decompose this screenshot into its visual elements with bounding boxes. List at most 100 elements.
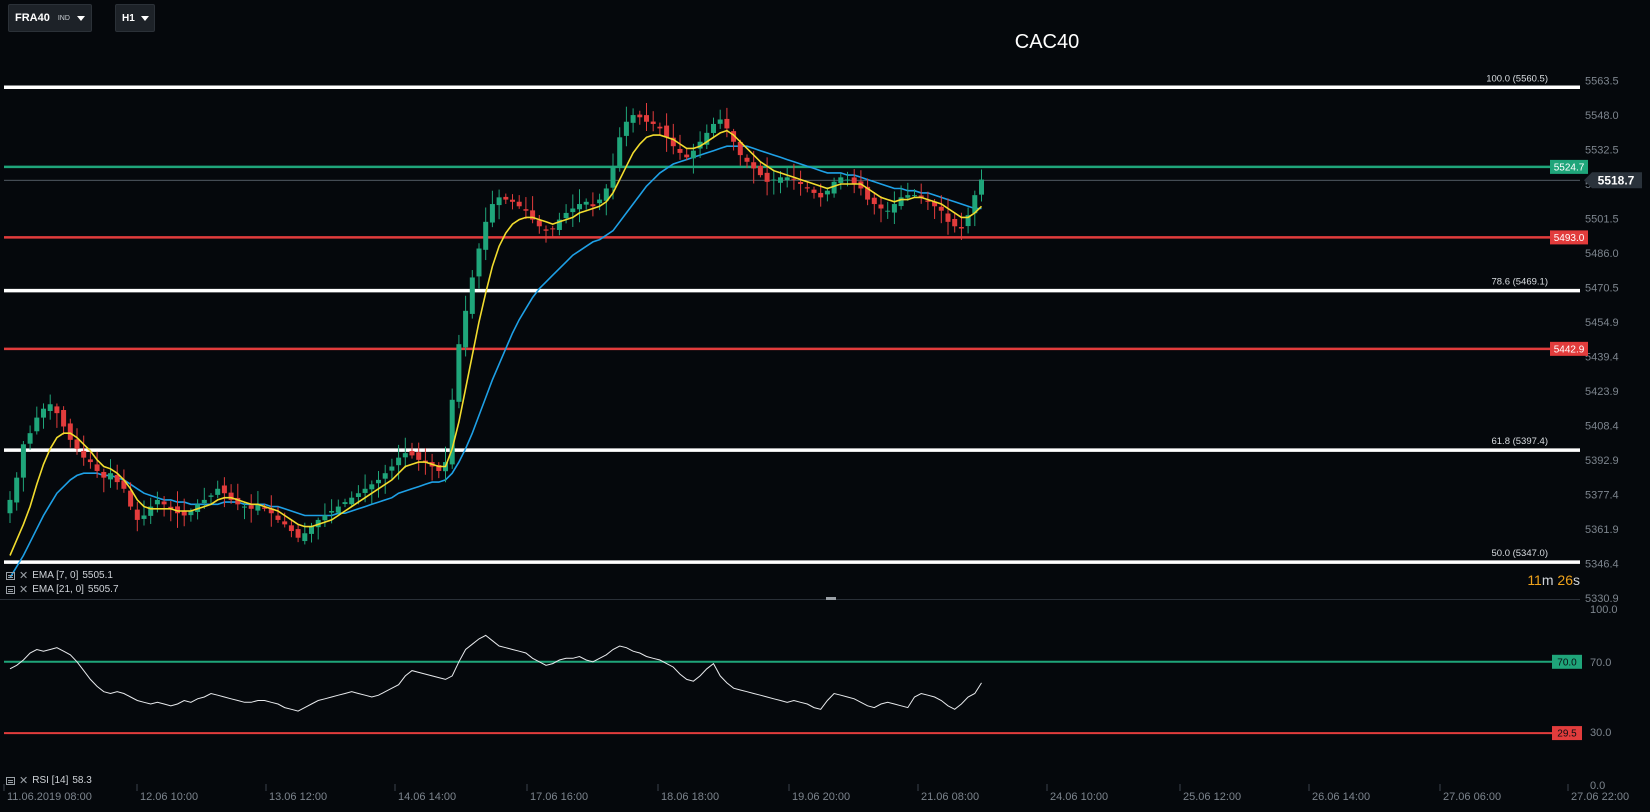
candle-body [335, 506, 341, 513]
time-tick-label: 13.06 12:00 [269, 791, 327, 803]
candle-body [496, 197, 502, 206]
price-axis[interactable]: 5563.55548.05532.55517.05501.55486.05470… [1585, 76, 1619, 605]
time-axis[interactable]: 11.06.2019 08:00 12.06 10:00 13.06 12:00 14… [3, 784, 1629, 803]
candle-body [804, 187, 810, 189]
candle-body [362, 488, 368, 493]
candle-body [101, 471, 107, 478]
legend-ema-7-name: EMA [7, 0] [32, 570, 79, 581]
candle-body [891, 204, 897, 213]
candle-body [597, 199, 603, 204]
chevron-down-icon [140, 15, 149, 21]
candle-body [764, 172, 770, 182]
candle-body [436, 465, 442, 471]
legend-ema-7[interactable]: ✕ EMA [7, 0] 5505.1 [6, 570, 113, 581]
candle-body [402, 453, 408, 458]
rsi-level-tag [1552, 654, 1582, 669]
candle-body [657, 126, 663, 129]
rsi-pane: 70.0 29.5 100.0 70.0 30.0 0.0 [4, 604, 1618, 792]
candle-body [824, 190, 830, 195]
candle-body [637, 114, 643, 118]
candle-body [550, 228, 556, 230]
price-tick-label: 5501.5 [1585, 214, 1619, 226]
settings-icon[interactable] [6, 571, 15, 580]
price-tick-label: 5454.9 [1585, 317, 1619, 329]
candle-body [154, 499, 160, 505]
candle-body [235, 497, 241, 505]
close-icon[interactable]: ✕ [19, 569, 29, 582]
candle-body [818, 192, 824, 198]
ema-7-line [9, 129, 983, 556]
candle-body [41, 408, 46, 418]
legend-ema-7-value: 5505.1 [82, 570, 113, 581]
candle-body [141, 515, 147, 519]
candle-body [355, 493, 361, 498]
candle-body [838, 177, 844, 183]
price-level-tag [1550, 230, 1588, 245]
price-level-tag [1550, 159, 1588, 174]
candle-body [811, 189, 817, 193]
candle-body [711, 123, 716, 133]
price-level-tag-label: 5442.9 [1554, 344, 1585, 355]
legend-rsi-value: 58.3 [72, 775, 92, 786]
pane-resize-handle[interactable] [826, 597, 836, 600]
candle-body [288, 525, 294, 532]
time-tick-label: 17.06 16:00 [530, 791, 588, 803]
candle-body [248, 505, 254, 509]
level-tags: 100.0 (5560.5) 5524.7 5493.0 78.6 (5469.1) 5… [1486, 73, 1642, 559]
ema-7-series [9, 129, 983, 556]
legend-ema-21[interactable]: ✕ EMA [21, 0] 5505.7 [6, 584, 119, 595]
candle-body [556, 219, 562, 230]
price-level-tag-label: 5493.0 [1554, 233, 1585, 244]
settings-icon[interactable] [6, 585, 15, 594]
candle-body [503, 196, 509, 200]
candle-body [349, 497, 355, 505]
candle-body [396, 457, 402, 466]
ema-21-series [9, 145, 982, 579]
candle-body [34, 417, 40, 432]
fib-level-label: 78.6 (5469.1) [1491, 277, 1548, 288]
price-tick-label: 5392.9 [1585, 455, 1619, 467]
legend-rsi[interactable]: ✕ RSI [14] 58.3 [6, 775, 92, 786]
candle-body [610, 166, 616, 188]
close-icon[interactable]: ✕ [19, 774, 29, 787]
candle-body [7, 499, 13, 514]
price-tick-label: 5330.9 [1585, 593, 1619, 605]
candle-body [262, 507, 268, 509]
candle-body [228, 492, 234, 500]
candle-body [376, 479, 381, 484]
time-tick-label: 27.06 22:00 [1571, 791, 1629, 803]
candle-body [409, 450, 415, 456]
symbol-selector[interactable]: FRA40 IND [8, 4, 92, 32]
price-tick-label: 5346.4 [1585, 559, 1619, 571]
candle-body [369, 484, 375, 490]
candle-body [489, 204, 495, 223]
timeframe-label: H1 [122, 12, 135, 24]
candle-countdown: 11m 26s [1527, 572, 1580, 588]
candle-body [536, 220, 542, 227]
candle-body [878, 204, 884, 209]
candle-body [590, 204, 596, 207]
candle-body [449, 399, 455, 465]
rsi-tick-label: 0.0 [1590, 780, 1605, 792]
legend-ema-21-value: 5505.7 [87, 584, 119, 595]
candle-body [690, 150, 696, 159]
timeframe-selector[interactable]: H1 [115, 4, 155, 32]
time-tick-label: 26.06 14:00 [1312, 791, 1370, 803]
close-icon[interactable]: ✕ [19, 583, 29, 596]
candle-body [309, 526, 314, 534]
settings-icon[interactable] [6, 776, 15, 785]
candle-body [20, 444, 26, 478]
candle-body [523, 209, 529, 211]
candle-body [952, 218, 958, 227]
candle-body [416, 452, 422, 460]
candle-body [865, 186, 871, 200]
candle-body [161, 501, 167, 505]
rsi-tick-label: 70.0 [1590, 657, 1611, 669]
candle-body [175, 506, 180, 514]
candle-body [530, 210, 536, 220]
time-tick-label: 25.06 12:00 [1183, 791, 1241, 803]
candle-body [87, 459, 93, 463]
candle-body [784, 177, 790, 181]
candle-body [563, 212, 569, 219]
